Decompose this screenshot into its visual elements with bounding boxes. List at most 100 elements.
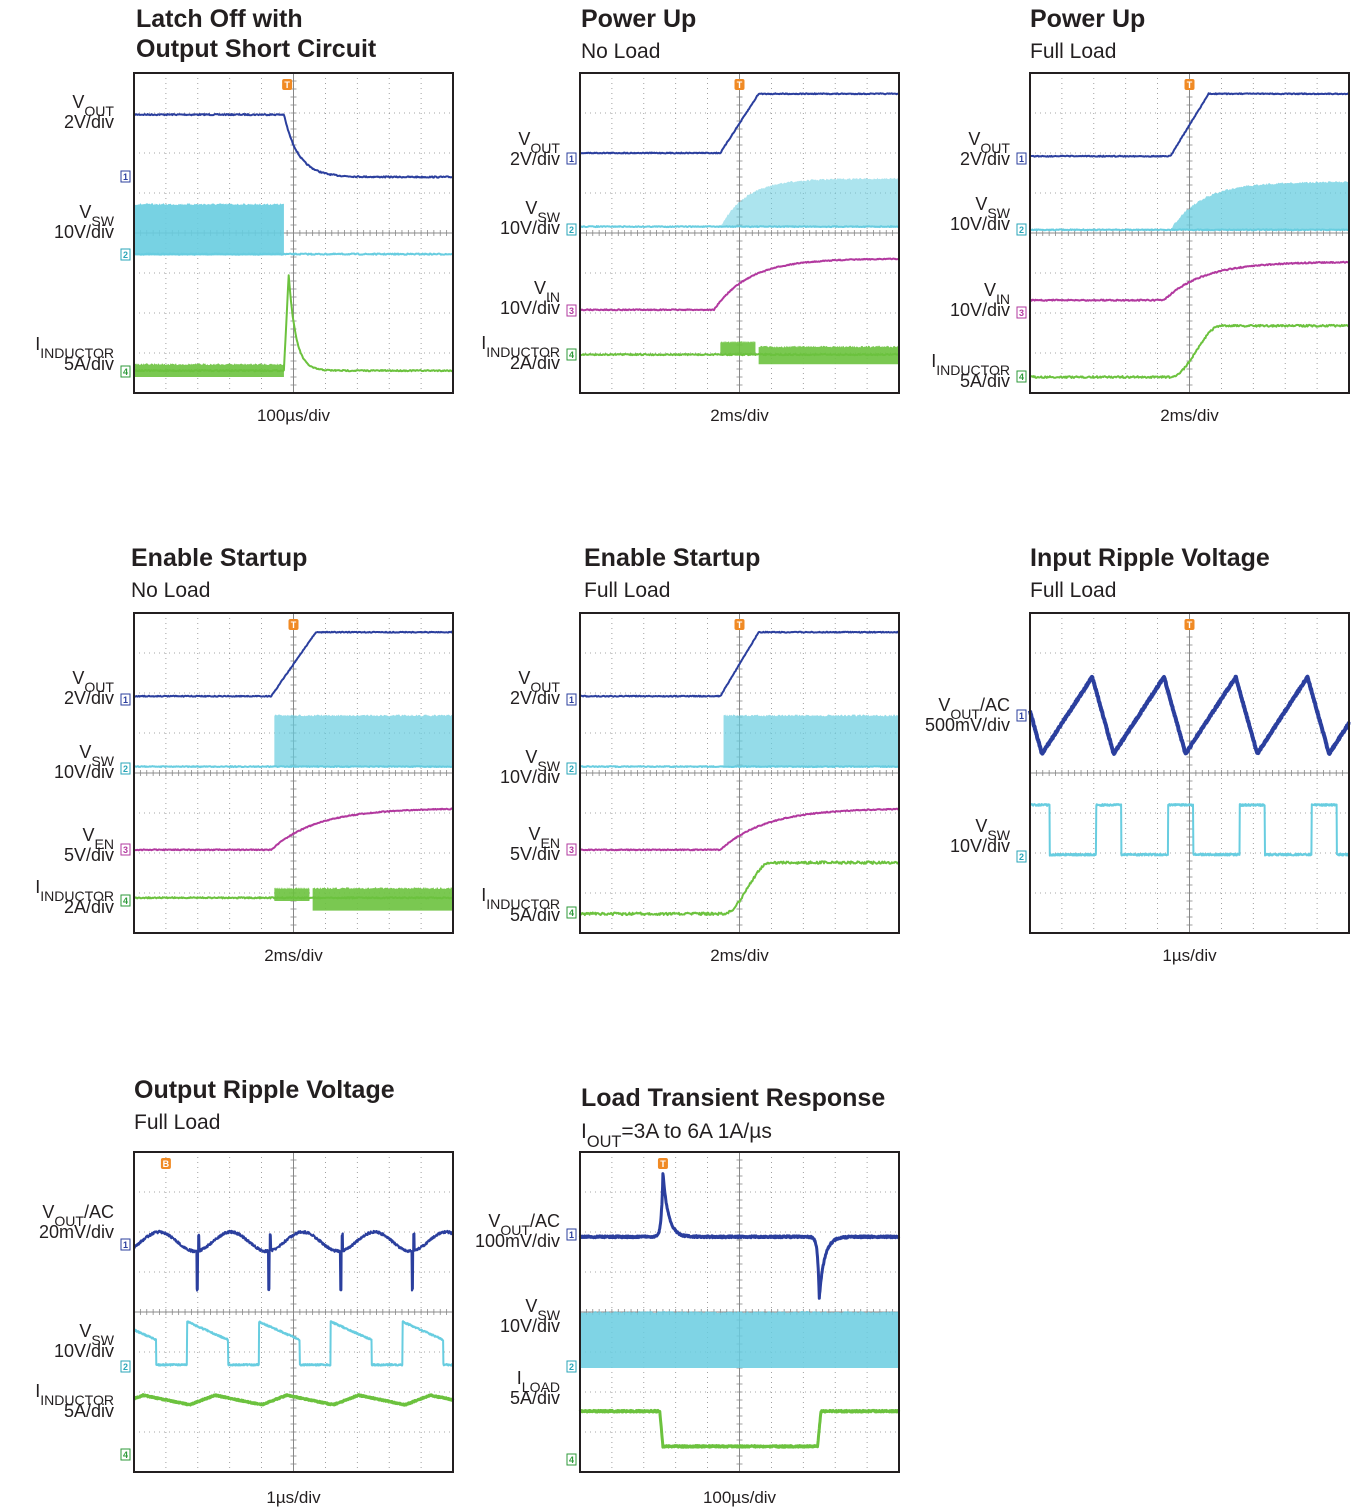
label-sub: OUT — [587, 1133, 622, 1151]
channel-scale: 2V/div — [960, 149, 1010, 169]
channel-scale: 10V/div — [950, 836, 1010, 856]
label-sub: SW — [537, 209, 560, 225]
channel-name: ILOAD — [517, 1368, 560, 1395]
trace-band — [720, 340, 756, 355]
channel-number: 1 — [1019, 154, 1024, 164]
trigger-marker — [734, 619, 745, 630]
channel-name: VOUT — [518, 668, 560, 695]
timebase: 2ms/div — [710, 946, 769, 965]
channel-name: IINDUCTOR — [481, 333, 560, 360]
channel-marker — [120, 693, 131, 706]
label-main: V — [968, 129, 980, 149]
label-sub: OUT — [84, 679, 114, 695]
channel-scale: 2V/div — [510, 688, 560, 708]
label-main: V — [79, 202, 91, 222]
panel-title: Load Transient Response — [581, 1084, 885, 1112]
trace — [1029, 323, 1350, 379]
channel-name: VSW — [975, 816, 1010, 843]
panel-subtitle: Full Load — [1030, 579, 1116, 602]
trace — [578, 1408, 901, 1449]
channel-number: 1 — [123, 172, 128, 182]
label-sub: EN — [95, 836, 115, 852]
channel-name: VSW — [79, 202, 114, 229]
channel-name: VOUT/AC — [488, 1211, 560, 1238]
channel-marker — [566, 304, 577, 317]
label-main: V — [72, 668, 84, 688]
channel-scale: 10V/div — [54, 1341, 114, 1361]
label-main: I — [481, 885, 486, 905]
trace-band — [720, 177, 899, 227]
label-main: V — [938, 695, 950, 715]
channel-name: VSW — [79, 1321, 114, 1348]
channel-scale: 500mV/div — [925, 715, 1010, 735]
label-main: V — [528, 824, 540, 844]
channel-number: 2 — [123, 1362, 128, 1372]
trace-band — [1170, 181, 1349, 231]
label-sub: IN — [996, 291, 1010, 307]
trace — [133, 113, 454, 179]
plot-frame — [1029, 612, 1350, 934]
channel-number: 4 — [123, 1450, 128, 1460]
trace-band — [274, 714, 453, 767]
trigger-marker — [160, 1158, 171, 1169]
trigger-label: T — [1187, 620, 1193, 630]
trigger-marker — [288, 619, 299, 630]
trace-band — [580, 1311, 899, 1368]
channel-name: IINDUCTOR — [35, 334, 114, 361]
channel-name: VOUT — [72, 668, 114, 695]
channel-marker — [120, 1448, 131, 1461]
label-sub: SW — [91, 213, 114, 229]
plot-frame — [579, 1151, 900, 1473]
plot-frame — [133, 612, 454, 934]
channel-scale: 10V/div — [950, 300, 1010, 320]
trace — [132, 1393, 455, 1407]
channel-scale: 10V/div — [54, 762, 114, 782]
panel-subtitle: No Load — [581, 40, 660, 63]
label-main: V — [525, 1296, 537, 1316]
trigger-label: T — [284, 80, 290, 90]
plot-frame — [579, 612, 900, 934]
label-sub: OUT — [530, 140, 560, 156]
channel-name: VEN — [82, 825, 114, 852]
trace — [1029, 803, 1350, 857]
trace — [579, 92, 900, 155]
channel-scale: 5A/div — [64, 1401, 114, 1421]
channel-number: 1 — [123, 695, 128, 705]
trigger-marker — [1184, 619, 1195, 630]
label-sub: SW — [987, 827, 1010, 843]
label-main: I — [481, 333, 486, 353]
channel-name: VOUT/AC — [938, 695, 1010, 722]
channel-name: VOUT/AC — [42, 1202, 114, 1229]
panel-title: Output Ripple Voltage — [134, 1076, 395, 1104]
channel-name: VOUT — [968, 129, 1010, 156]
channel-scale: 5A/div — [64, 354, 114, 374]
label-main: I — [35, 334, 40, 354]
trace-band — [723, 714, 899, 767]
label-main: V — [975, 816, 987, 836]
timebase: 100µs/div — [257, 406, 331, 425]
channel-marker — [566, 348, 577, 361]
channel-marker — [566, 223, 577, 236]
label-sub: SW — [537, 1307, 560, 1323]
label-sub: INDUCTOR — [40, 1392, 114, 1408]
label-sub: OUT — [530, 679, 560, 695]
channel-scale: 20mV/div — [39, 1222, 114, 1242]
trace — [133, 807, 454, 852]
channel-marker — [120, 1238, 131, 1251]
channel-number: 1 — [1019, 711, 1024, 721]
channel-marker — [120, 170, 131, 183]
channel-marker — [1016, 370, 1027, 383]
channel-name: VEN — [528, 824, 560, 851]
channel-scale: 2A/div — [64, 897, 114, 917]
panel-subtitle: IOUT=3A to 6A 1A/µs — [581, 1120, 772, 1151]
channel-scale: 10V/div — [500, 767, 560, 787]
channel-marker — [566, 762, 577, 775]
channel-name: VSW — [975, 194, 1010, 221]
label-suffix: /AC — [84, 1202, 114, 1222]
trigger-marker — [734, 79, 745, 90]
channel-scale: 100mV/div — [475, 1231, 560, 1251]
trace — [133, 1320, 454, 1367]
label-main: V — [42, 1202, 54, 1222]
channel-scale: 2V/div — [64, 112, 114, 132]
